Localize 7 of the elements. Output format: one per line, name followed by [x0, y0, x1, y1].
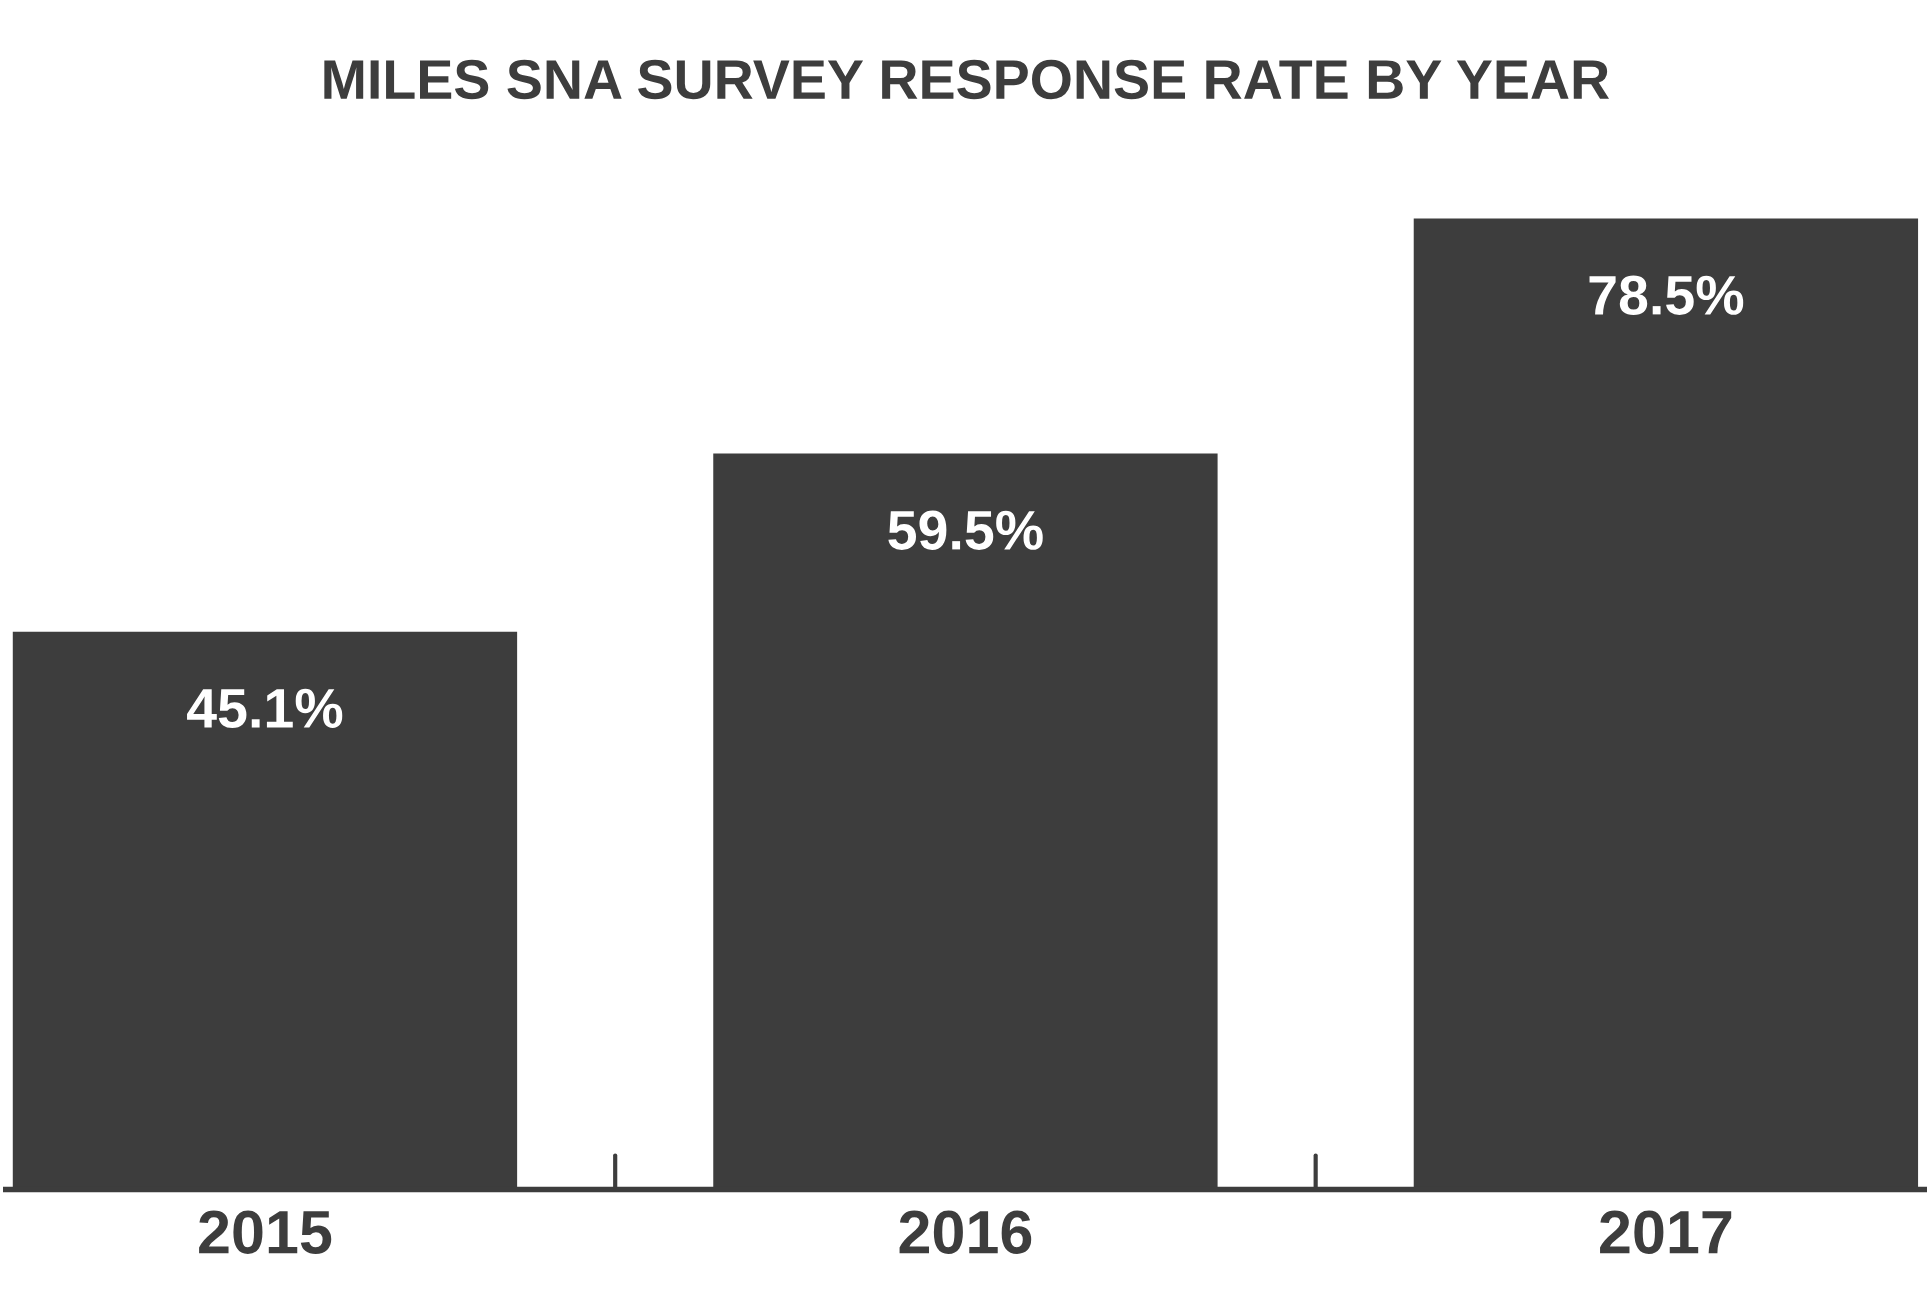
x-tick-label: 2017 [1600, 1210, 1732, 1254]
x-tick-label: 2016 [899, 1210, 1032, 1254]
data-label: 59.5% [888, 510, 1043, 550]
data-label: 45.1% [187, 688, 343, 729]
chart-title: MILES SNA SURVEY RESPONSE RATE BY YEAR [324, 59, 1610, 100]
x-tick-label: 2015 [199, 1210, 332, 1254]
data-label: 78.5% [1589, 275, 1744, 315]
